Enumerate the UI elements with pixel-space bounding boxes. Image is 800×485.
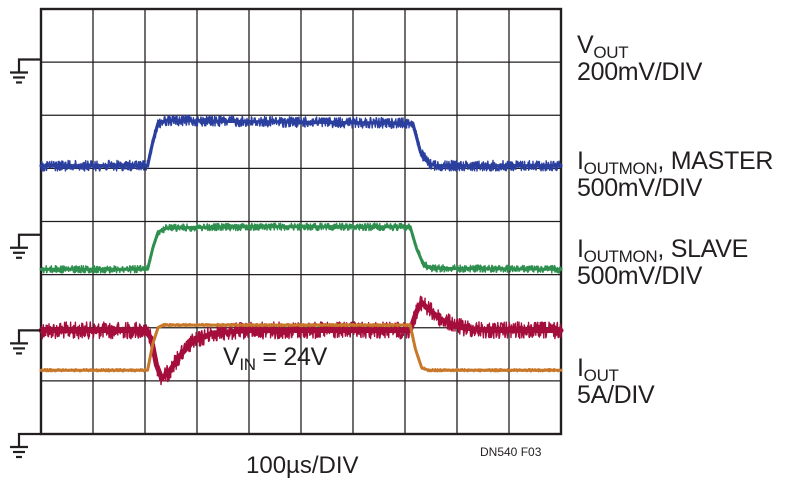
trace-ioutmon-slave-envelope <box>39 225 563 271</box>
trace-scale-iout: 5A/DIV <box>577 381 655 409</box>
slave-ground-marker <box>10 233 41 259</box>
ground-markers <box>10 58 41 459</box>
bottom-ground-marker <box>10 432 41 459</box>
vout-ground-marker <box>10 58 41 84</box>
trace-ioutmon-master-envelope <box>39 118 563 168</box>
trace-label-ioutmon-master-name: IOUTMON, MASTER <box>577 147 774 178</box>
vin-annotation: VIN = 24V <box>223 343 327 374</box>
figure-id: DN540 F03 <box>480 445 542 459</box>
trace-vout <box>40 295 562 386</box>
trace-label-ioutmon-master: IOUTMON, MASTER 500mV/DIV <box>577 148 773 202</box>
plot-frame <box>39 7 563 436</box>
ground-lead <box>17 233 41 247</box>
trace-label-vout: VOUT 200mV/DIV <box>577 32 702 86</box>
ground-lead <box>17 432 41 446</box>
trace-label-iout-name: IOUT <box>577 354 619 385</box>
trace-scale-vout: 200mV/DIV <box>577 58 703 86</box>
ground-lead <box>17 329 41 343</box>
trace-iout-envelope <box>39 323 563 372</box>
trace-label-iout: IOUT 5A/DIV <box>577 354 655 409</box>
traces <box>38 114 564 386</box>
trace-scale-ioutmon-master: 500mV/DIV <box>577 174 703 202</box>
timebase-label: 100µs/DIV <box>246 452 359 479</box>
trace-label-ioutmon-slave-name: IOUTMON, SLAVE <box>577 235 748 266</box>
ground-lead <box>17 58 41 72</box>
iout-ground-marker <box>10 329 41 355</box>
trace-scale-ioutmon-slave: 500mV/DIV <box>577 262 703 290</box>
trace-vout-envelope <box>38 299 564 381</box>
trace-label-vout-name: VOUT <box>577 31 629 62</box>
trace-label-ioutmon-slave: IOUTMON, SLAVE 500mV/DIV <box>577 236 748 290</box>
